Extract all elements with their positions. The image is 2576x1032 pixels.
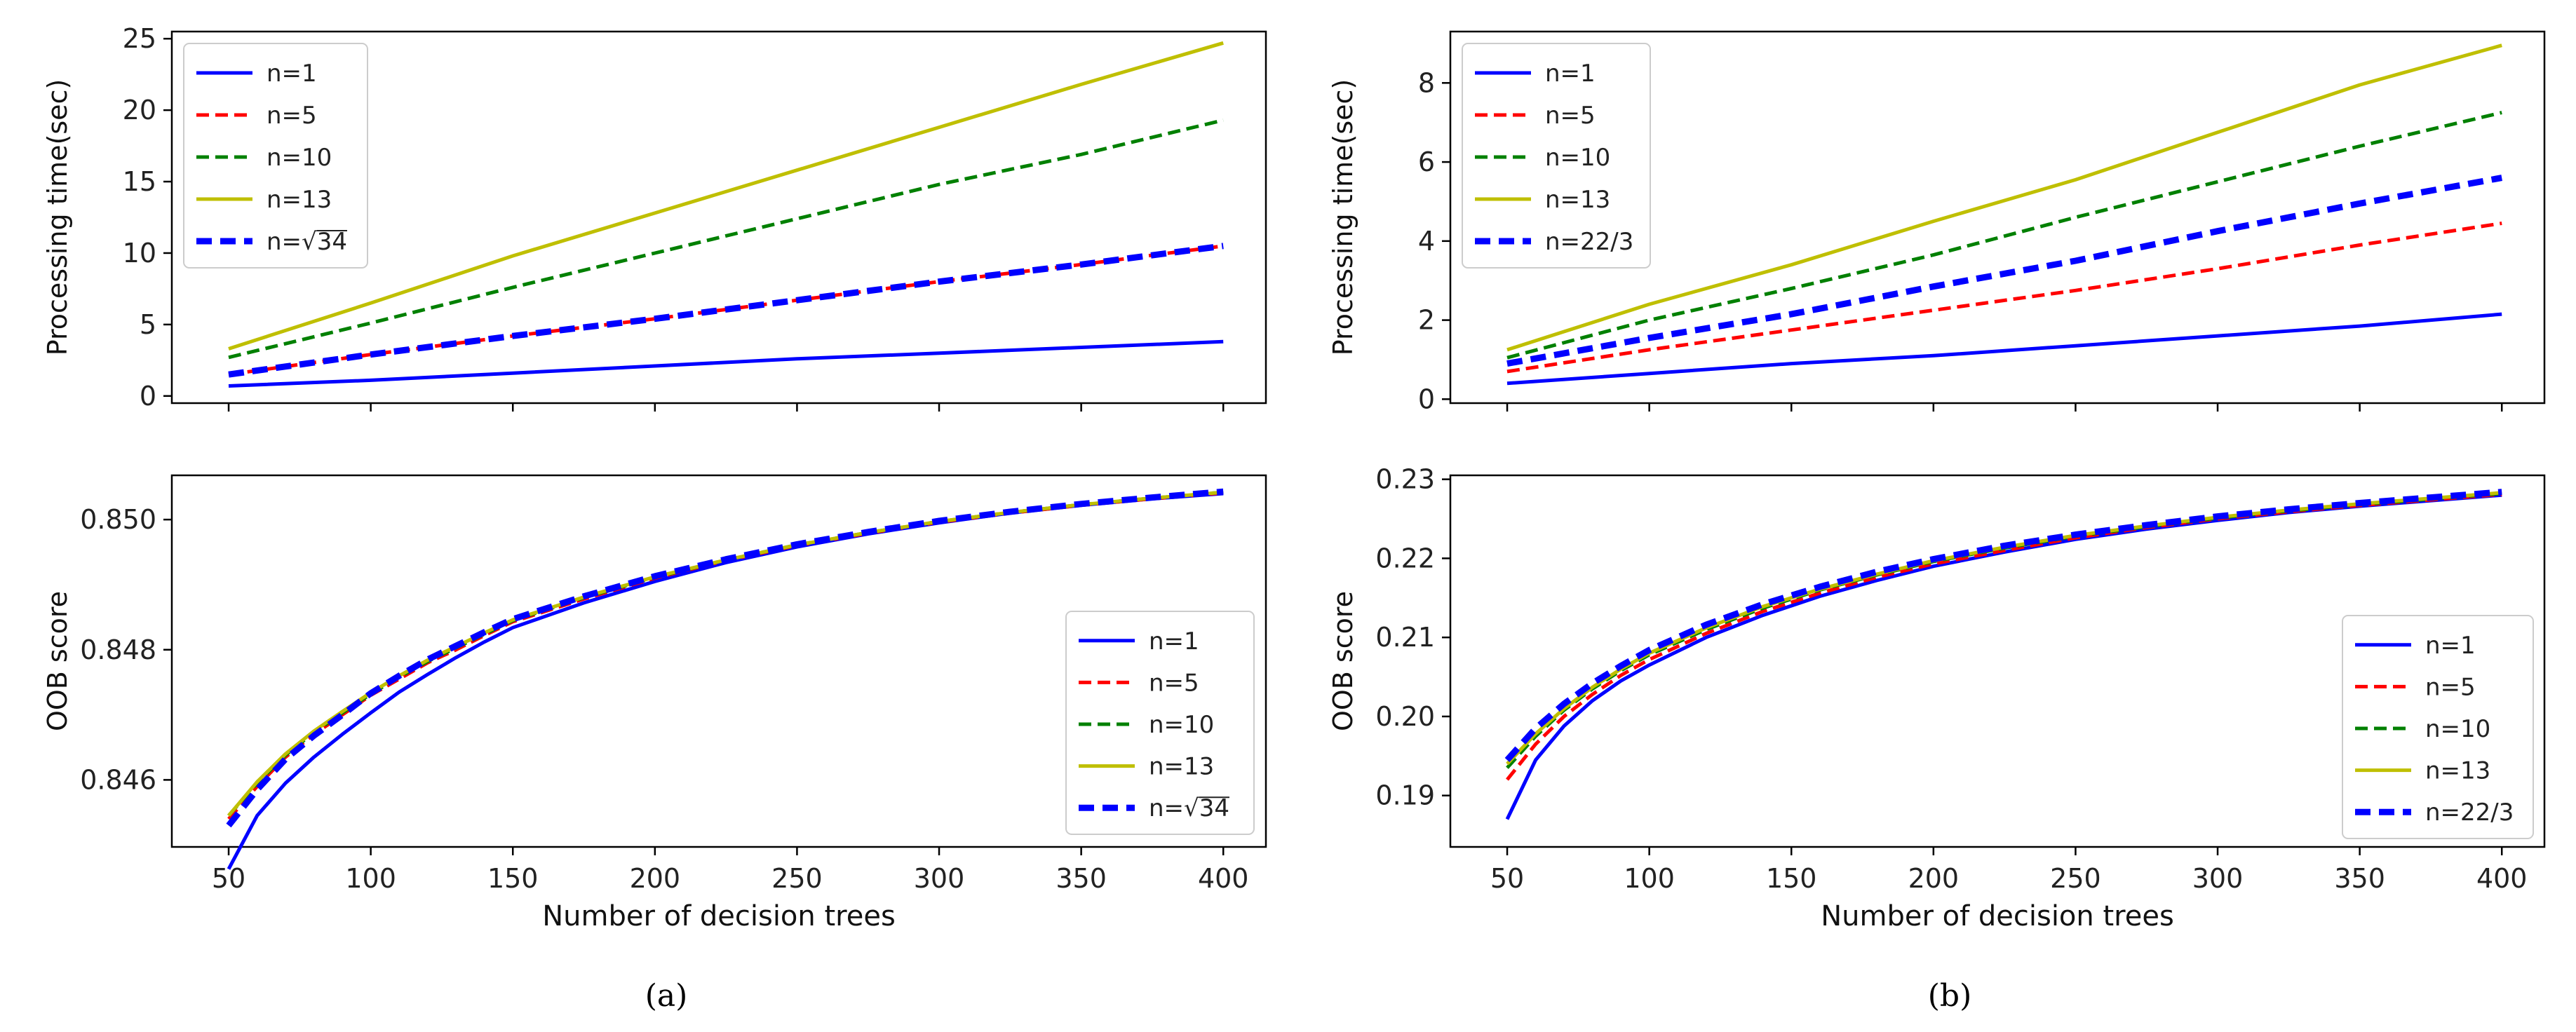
chart0-legend-label-n-10: n=10 — [267, 144, 332, 172]
chart1-legend-label-n-5: n=5 — [1149, 669, 1199, 697]
chart3-axes-frame — [1449, 474, 2546, 848]
chart1-xtick-label-300: 300 — [914, 863, 965, 894]
chart1-ytick-label-0: 0.846 — [80, 764, 156, 795]
chart2-series-n-10 — [1506, 111, 2502, 360]
chart1-axes-frame — [170, 474, 1267, 848]
chart0-legend-box — [183, 43, 368, 269]
chart2-axes-frame — [1449, 30, 2546, 405]
chart3-xtick-label-250: 250 — [2050, 863, 2101, 894]
chart0-legend: n=1 n=5 n=10 n=13 n=√34 — [183, 43, 368, 269]
chart3-xlabel: Number of decision trees — [1821, 900, 2174, 932]
chart1-plot: 50 100 150 200 250 300 350 4000.8460.8480.850OO… — [42, 474, 1267, 932]
chart2-series-n-5 — [1506, 222, 2502, 374]
chart3-legend-label-n-22-over-3: n=22/3 — [2425, 799, 2514, 827]
chart0-plot: 0 5 10 15 20 25 Processing time(sec) n=1 n=5 n=10… — [42, 23, 1267, 412]
chart0-axes-frame — [170, 30, 1267, 405]
chart2-legend-label-n-13: n=13 — [1545, 186, 1610, 214]
chart2-legend-label-n-22-over-3: n=22/3 — [1545, 228, 1633, 256]
chart0-legend-label-n-13: n=13 — [267, 186, 332, 214]
chart2-legend-box — [1462, 43, 1651, 269]
chart2-series-n-22-over-3 — [1506, 175, 2503, 367]
chart3-xtick-label-400: 400 — [2476, 863, 2528, 894]
chart1-ylabel: OOB score — [42, 591, 73, 731]
chart2-ylabel: Processing time(sec) — [1328, 79, 1358, 356]
chart0-ytick-label-2: 10 — [123, 238, 156, 269]
chart1-xtick-label-100: 100 — [345, 863, 396, 894]
chart0-legend-label-n-1: n=1 — [267, 60, 317, 88]
chart3-legend: n=1 n=5 n=10 n=13 n=22/3 — [2342, 615, 2534, 839]
chart3-xtick-label-300: 300 — [2192, 863, 2244, 894]
chart0-series-n-sqrt34 — [228, 243, 1224, 378]
chart1-legend-label-n-13: n=13 — [1149, 753, 1214, 781]
caption-a: (a) — [645, 978, 688, 1014]
chart3-xtick-label-50: 50 — [1490, 863, 1524, 894]
chart2-ytick-label-3: 6 — [1418, 147, 1435, 177]
chart3-ytick-label-4: 0.23 — [1375, 464, 1435, 495]
chart3-series-n-5 — [1506, 492, 2502, 781]
chart2-legend: n=1 n=5 n=10 n=13 n=22/3 — [1462, 43, 1651, 269]
chart0-ytick-label-0: 0 — [140, 381, 156, 412]
chart1-xlabel: Number of decision trees — [542, 900, 896, 932]
chart0-series-n-1 — [228, 339, 1224, 388]
chart3-xtick-label-350: 350 — [2334, 863, 2385, 894]
chart3-legend-label-n-13: n=13 — [2425, 757, 2490, 785]
chart3-plot: 50 100 150 200 250 300 350 400 0.19 0.20 0.21 0.22 0… — [1328, 464, 2546, 932]
chart3-xtick-label-100: 100 — [1624, 863, 1675, 894]
chart3-xtick-label-150: 150 — [1766, 863, 1817, 894]
chart0-legend-label-n-5: n=5 — [267, 102, 317, 130]
chart2-ytick-label-0: 0 — [1418, 383, 1435, 414]
chart1-legend-label-n-10: n=10 — [1149, 711, 1214, 739]
chart0-ytick-label-5: 25 — [123, 23, 156, 54]
chart1-legend-label-n-sqrt34: n=√34 — [1149, 794, 1229, 822]
chart0-ytick-label-1: 5 — [140, 309, 156, 340]
chart0-ytick-label-4: 20 — [123, 95, 156, 125]
chart1-xtick-label-200: 200 — [630, 863, 681, 894]
chart3-legend-box — [2342, 615, 2534, 839]
chart3-series-n-22-over-3 — [1504, 489, 2502, 763]
chart1-ytick-label-2: 0.850 — [80, 504, 156, 535]
chart3-legend-label-n-10: n=10 — [2425, 715, 2490, 743]
chart3-ytick-label-1: 0.20 — [1375, 701, 1435, 732]
chart3-legend-label-n-5: n=5 — [2425, 673, 2476, 701]
chart2-series-n-1 — [1506, 312, 2502, 386]
chart0-legend-label-n-sqrt34: n=√34 — [267, 228, 347, 256]
chart0-ylabel: Processing time(sec) — [42, 79, 73, 356]
chart3-ytick-label-3: 0.22 — [1375, 543, 1435, 573]
chart2-ytick-label-1: 2 — [1418, 305, 1435, 336]
chart2-ytick-label-2: 4 — [1418, 226, 1435, 257]
chart2-series-n-13 — [1506, 43, 2502, 352]
chart1-series-n-sqrt34 — [226, 488, 1224, 828]
caption-b: (b) — [1928, 978, 1972, 1014]
chart1-ytick-label-1: 0.848 — [80, 634, 156, 665]
chart1-xtick-label-150: 150 — [487, 863, 539, 894]
chart3-ylabel: OOB score — [1328, 591, 1358, 731]
chart2-legend-label-n-1: n=1 — [1545, 60, 1596, 88]
chart2-legend-label-n-5: n=5 — [1545, 102, 1596, 130]
chart2-ytick-label-4: 8 — [1418, 67, 1435, 98]
chart3-ytick-label-2: 0.21 — [1375, 622, 1435, 653]
chart1-xtick-label-250: 250 — [771, 863, 823, 894]
chart2-legend-label-n-10: n=10 — [1545, 144, 1610, 172]
chart3-legend-label-n-1: n=1 — [2425, 632, 2476, 660]
chart3-ytick-label-0: 0.19 — [1375, 780, 1435, 811]
chart1-xtick-label-350: 350 — [1056, 863, 1107, 894]
chart0-series-n-10 — [228, 118, 1224, 360]
chart0-series-n-13 — [228, 41, 1224, 351]
chart1-xtick-label-400: 400 — [1198, 863, 1249, 894]
chart1-legend-box — [1065, 611, 1255, 835]
chart0-ytick-label-3: 15 — [123, 166, 156, 197]
chart1-legend-label-n-1: n=1 — [1149, 627, 1199, 656]
chart3-xtick-label-200: 200 — [1908, 863, 1960, 894]
chart1-legend: n=1 n=5 n=10 n=13 n=√34 — [1065, 611, 1255, 835]
